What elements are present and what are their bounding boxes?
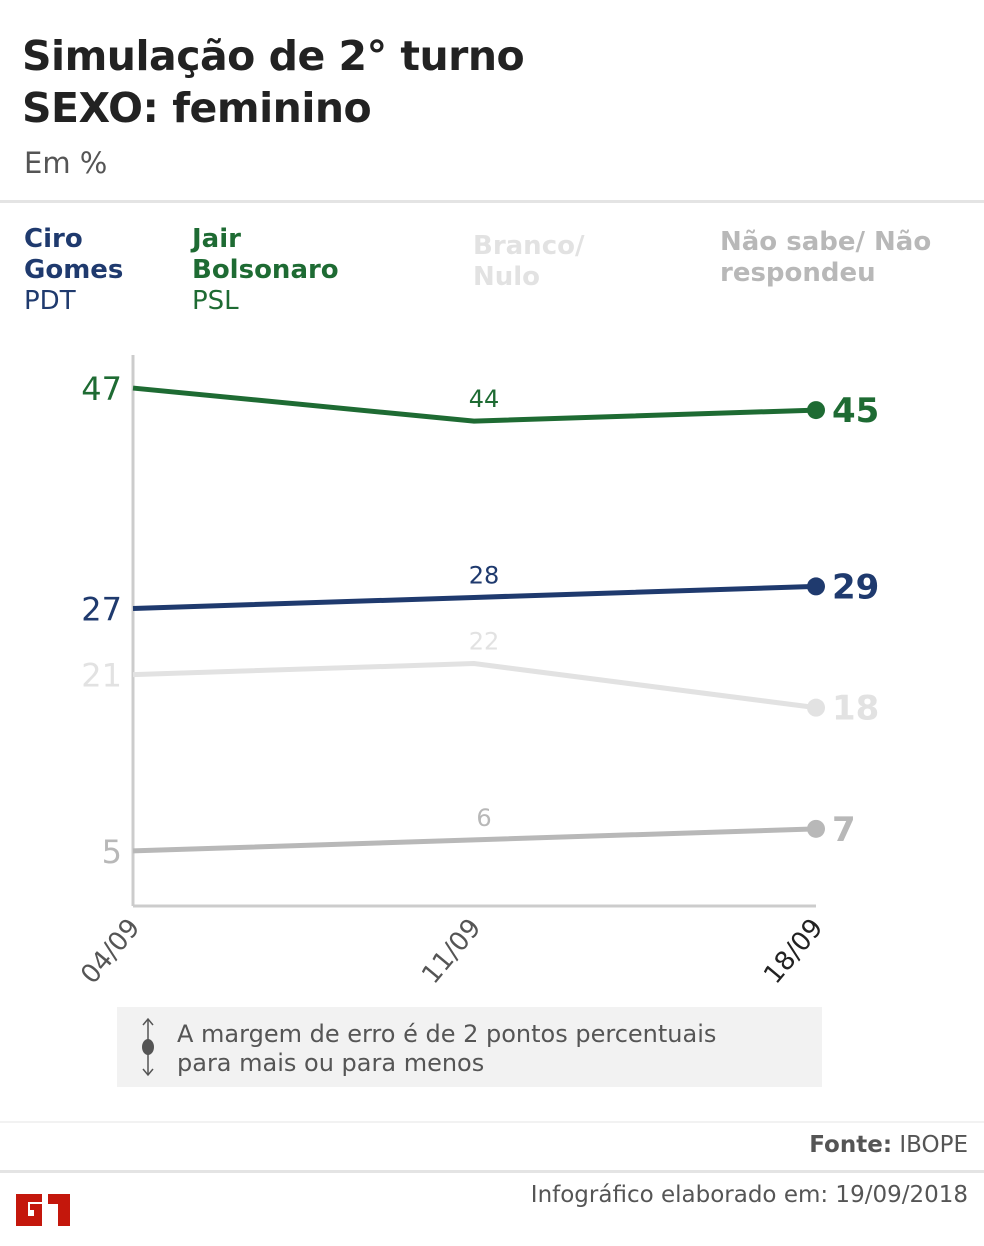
chart-title: Simulação de 2° turno SEXO: feminino [22,30,525,134]
line-chart: 04/09 11/09 18/09 47 44 45 27 28 29 21 22 18 5 6 7 [75,355,879,990]
divider [0,200,984,203]
divider [0,1121,984,1123]
legend-ciro: Ciro Gomes PDT [24,224,144,317]
legend-branco: Branco/ Nulo [473,231,603,293]
error-margin-icon [142,1017,154,1077]
series-line [132,661,817,711]
note-line-2: para mais ou para menos [177,1049,485,1077]
x-tick-label: 11/09 [416,913,487,990]
legend-party: PDT [24,286,76,316]
data-point-end [807,577,825,596]
data-label-start: 21 [81,657,122,695]
data-label-start: 27 [81,590,122,628]
data-label-end: 7 [832,810,856,850]
divider [0,1170,984,1173]
g1-logo [14,1190,74,1226]
data-point-end [807,819,825,838]
data-label-end: 45 [832,391,879,431]
legend-name: Ciro Gomes [24,224,124,285]
title-line-1: Simulação de 2° turno [22,32,525,80]
legend-name: Branco/ Nulo [473,231,585,292]
note-text: A margem de erro é de 2 pontos percentua… [177,1020,716,1078]
data-label-start: 5 [102,833,122,871]
title-line-2: SEXO: feminino [22,84,372,132]
legend-nao-sabe: Não sabe/ Não respondeu [720,227,960,289]
note-line-1: A margem de erro é de 2 pontos percentua… [177,1020,717,1048]
data-point-end [807,401,825,420]
legend-bolsonaro: Jair Bolsonaro PSL [192,224,352,317]
data-point-end [807,698,825,717]
x-tick-label: 18/09 [758,913,829,990]
data-label-mid: 28 [469,561,500,589]
data-label-mid: 6 [476,804,491,832]
legend-name: Jair Bolsonaro [192,224,339,285]
data-label-end: 18 [832,689,879,729]
source-label: Fonte: [809,1132,893,1158]
series-line [132,385,817,424]
legend-party: PSL [192,286,239,316]
x-tick-label: 04/09 [75,913,146,990]
data-label-mid: 22 [469,628,500,656]
series-line [132,583,817,611]
data-label-end: 29 [832,567,879,607]
subtitle: Em % [24,146,108,180]
source-value: IBOPE [899,1132,968,1158]
legend-name: Não sabe/ Não respondeu [720,227,932,288]
margin-note: A margem de erro é de 2 pontos percentua… [117,1007,822,1087]
series-line [132,826,817,854]
data-label-start: 47 [81,370,122,408]
source: Fonte: IBOPE [809,1132,968,1158]
data-label-mid: 44 [469,385,500,413]
created-date: Infográfico elaborado em: 19/09/2018 [530,1182,968,1208]
